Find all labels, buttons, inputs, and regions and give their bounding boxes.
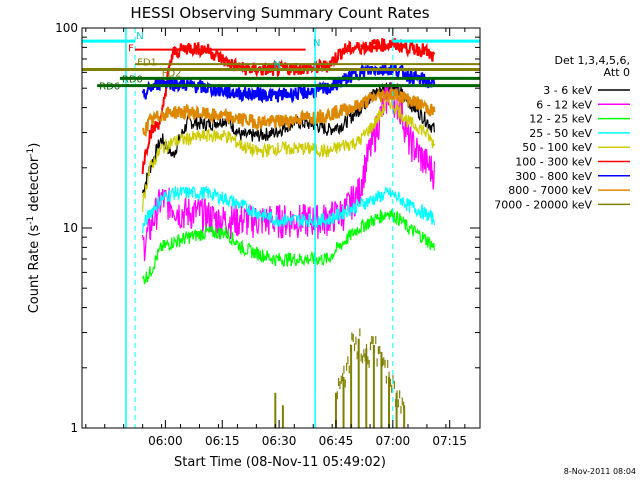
series-line xyxy=(141,86,436,137)
x-axis-label: Start Time (08-Nov-11 05:49:02) xyxy=(174,455,386,470)
flag-label: RD0 xyxy=(122,74,143,85)
footer-date: 8-Nov-2011 08:04 xyxy=(564,467,636,476)
x-tick-label: 06:15 xyxy=(205,434,240,448)
flag-label: N xyxy=(274,60,281,71)
legend-entry-label: 100 - 300 keV xyxy=(515,156,592,169)
series-line xyxy=(141,37,436,174)
x-tick-label: 07:15 xyxy=(432,434,467,448)
series-line xyxy=(142,208,435,285)
x-tick-label: 06:00 xyxy=(148,434,183,448)
legend-header-line1: Det 1,3,4,5,6, xyxy=(554,54,630,67)
series-7000-20000-kev xyxy=(274,328,406,428)
x-tick-label: 06:30 xyxy=(262,434,297,448)
y-tick-label: 1 xyxy=(70,421,78,435)
x-tick-label: 07:00 xyxy=(376,434,411,448)
axes-layer: 06:00 06:15 06:30 06:45 07:00 07:15 1 10 100 xyxy=(55,21,480,448)
legend-entry-label: 6 - 12 keV xyxy=(536,98,592,111)
legend-entry-label: 12 - 25 keV xyxy=(529,113,592,126)
series-100-300-kev xyxy=(141,37,436,174)
legend-entry-label: 3 - 6 keV xyxy=(543,84,592,97)
y-axis-label: Count Rate (s-1 detector-1) xyxy=(26,143,42,314)
y-tick-label: 100 xyxy=(55,21,78,35)
legend-entry-label: 50 - 100 keV xyxy=(522,141,592,154)
series-line xyxy=(142,95,435,213)
legend-entry-label: 25 - 50 keV xyxy=(529,127,592,140)
chart-title: HESSI Observing Summary Count Rates xyxy=(130,4,429,22)
flag-label: F xyxy=(128,43,134,54)
y-tick-label: 10 xyxy=(63,221,78,235)
legend-entry-label: 800 - 7000 keV xyxy=(508,184,592,197)
series-25-50-kev xyxy=(142,186,435,234)
flag-label: FD1 xyxy=(137,57,157,68)
series-line xyxy=(141,62,436,104)
flag-label: N xyxy=(313,38,320,49)
legend-entry-label: 7000 - 20000 keV xyxy=(494,198,592,211)
legend-entry-label: 300 - 800 keV xyxy=(515,170,592,183)
plot-frame xyxy=(81,27,481,429)
series-layer xyxy=(141,37,436,428)
series-800-7000-kev xyxy=(141,86,436,137)
series-300-800-kev xyxy=(141,62,436,104)
flag-label: N xyxy=(136,31,143,42)
legend-header-line2: Att 0 xyxy=(604,66,630,79)
flag-label: FD2 xyxy=(162,68,182,79)
series-line xyxy=(142,186,435,234)
series-12-25-kev xyxy=(142,208,435,285)
series-50-100-kev xyxy=(142,95,435,213)
x-tick-label: 06:45 xyxy=(319,434,354,448)
flag-label: RD6 xyxy=(99,82,120,93)
